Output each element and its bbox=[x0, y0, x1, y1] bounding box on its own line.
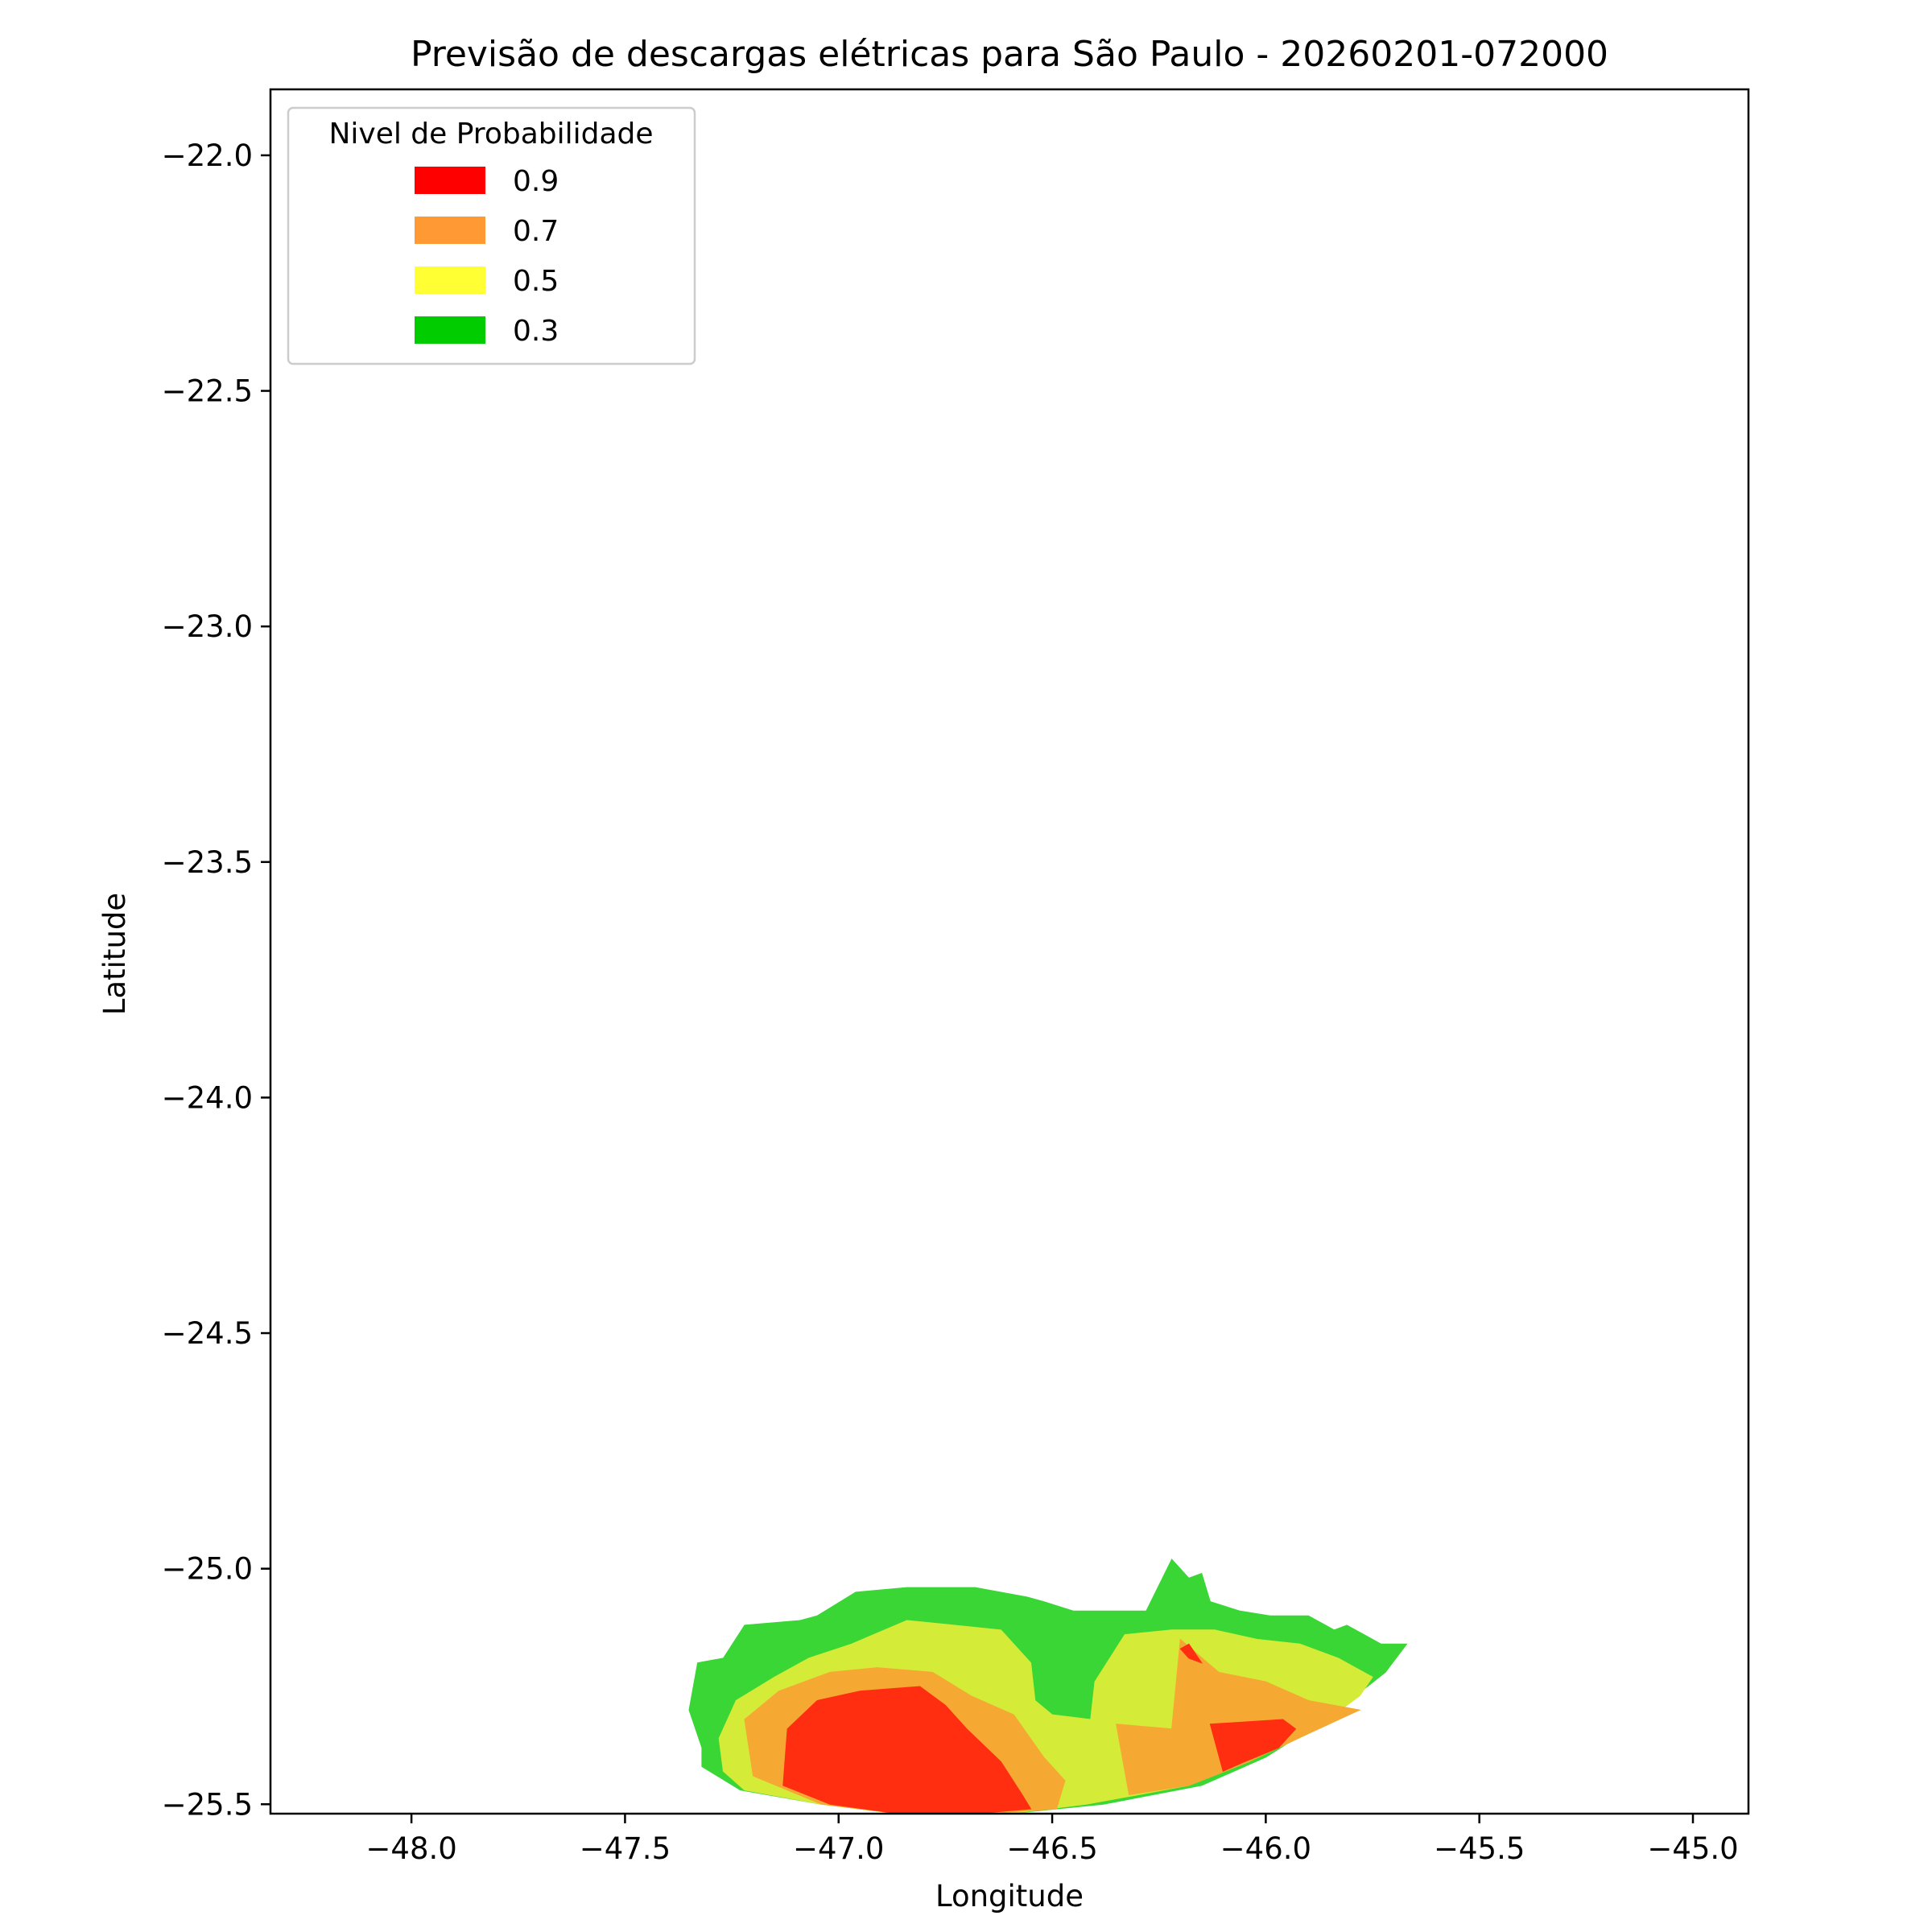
legend-label-0-7: 0.7 bbox=[513, 215, 559, 248]
region-level-0-9-6 bbox=[1179, 1643, 1203, 1664]
legend-swatch-0-9 bbox=[415, 167, 485, 194]
legend-label-0-9: 0.9 bbox=[513, 165, 559, 198]
y-tick-label: −24.5 bbox=[162, 1316, 253, 1351]
legend-title: Nivel de Probabilidade bbox=[328, 118, 653, 151]
probability-regions bbox=[688, 1558, 1408, 1814]
legend-swatch-0-5 bbox=[415, 266, 485, 294]
legend-box bbox=[287, 106, 696, 365]
x-tick-label: −46.5 bbox=[1006, 1831, 1097, 1866]
x-tick-label: −48.0 bbox=[365, 1831, 456, 1866]
region-level-0-7-3 bbox=[1116, 1638, 1361, 1796]
y-axis: −22.0 −22.5 −23.0 −23.5 −24.0 −24.5 −25.0 −25.5 bbox=[162, 138, 270, 1822]
x-tick-label: −47.5 bbox=[580, 1831, 671, 1866]
x-tick-label: −45.5 bbox=[1434, 1831, 1525, 1866]
legend-swatch-0-3 bbox=[415, 316, 485, 344]
legend-swatch-0-7 bbox=[415, 217, 485, 244]
y-tick-label: −23.0 bbox=[162, 609, 253, 644]
plot-frame bbox=[269, 88, 1750, 1815]
y-tick-label: −22.5 bbox=[162, 374, 253, 409]
y-tick-label: −23.5 bbox=[162, 845, 253, 880]
region-level-0-9-5 bbox=[1209, 1719, 1297, 1772]
y-tick-label: −22.0 bbox=[162, 138, 253, 173]
y-tick-label: −25.5 bbox=[162, 1787, 253, 1822]
x-axis: −48.0 −47.5 −47.0 −46.5 −46.0 −45.5 −45.0 bbox=[365, 1814, 1739, 1866]
legend-label-0-3: 0.3 bbox=[513, 315, 559, 348]
x-tick-label: −46.0 bbox=[1220, 1831, 1311, 1866]
legend-label-0-5: 0.5 bbox=[513, 265, 559, 298]
x-axis-label: Longitude bbox=[935, 1879, 1084, 1913]
y-tick-label: −24.0 bbox=[162, 1080, 253, 1115]
x-tick-label: −47.0 bbox=[793, 1831, 884, 1866]
y-axis-label: Latitude bbox=[97, 893, 132, 1015]
legend-entries: 0.9 0.7 0.5 0.3 bbox=[415, 165, 559, 348]
chart-title: Previsão de descargas elétricas para São… bbox=[411, 34, 1608, 75]
region-level-0-9-4 bbox=[782, 1686, 1032, 1814]
x-tick-label: −45.0 bbox=[1647, 1831, 1738, 1866]
y-tick-label: −25.0 bbox=[162, 1552, 253, 1587]
legend: Nivel de Probabilidade 0.9 0.7 0.5 0.3 bbox=[287, 106, 696, 365]
